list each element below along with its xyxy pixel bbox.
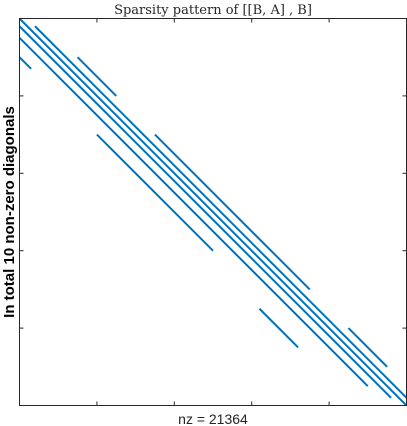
diagonal-band-2-segment-0 [18,17,407,407]
diagonal-band-1-segment-0 [18,25,392,399]
diagonal-band-0-segment-1 [18,37,369,387]
diagonal-bands [18,17,407,407]
x-axis-label: nz = 21364 [178,411,248,426]
diagonal-band-3-segment-0 [34,25,407,399]
diagonal-band-4-segment-1 [154,133,311,291]
diagonal-band-4-segment-2 [347,327,388,368]
diagonal-band-4-segment-0 [76,56,117,97]
y-axis-label: In total 10 non-zero diagonals [1,106,18,318]
diagonal-band-6-segment-0 [258,308,299,349]
diagonal-band-5-segment-1 [96,133,214,252]
axis-ticks [19,18,407,406]
chart-title: Sparsity pattern of [[B, A] , B] [114,3,312,18]
plot-area [18,17,407,407]
diagonal-band-5-segment-0 [18,56,32,70]
